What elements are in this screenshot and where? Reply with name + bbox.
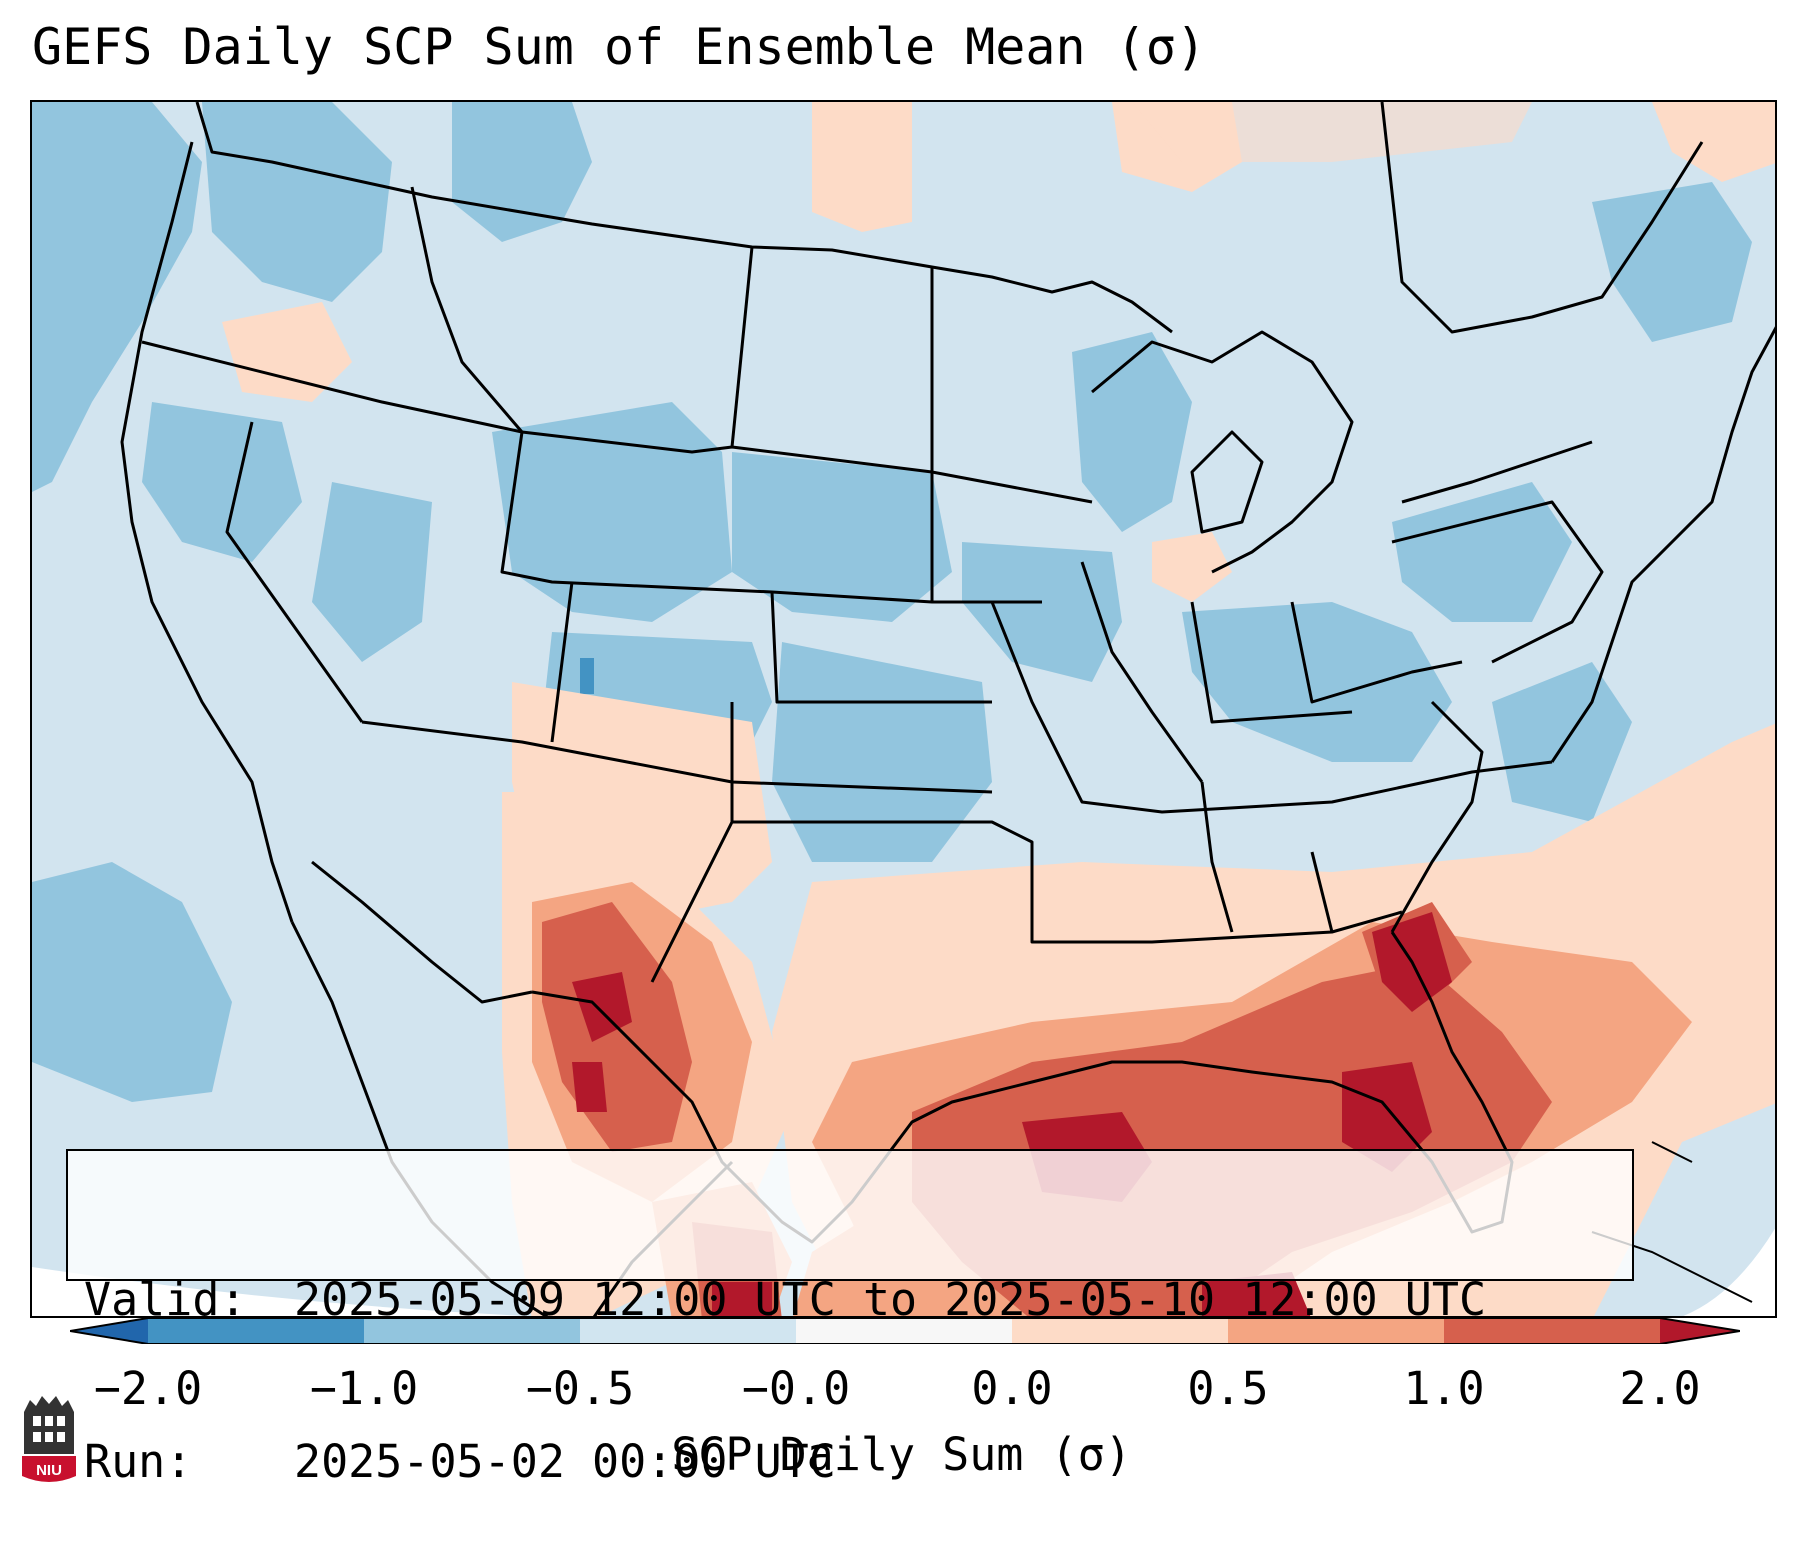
map-panel xyxy=(30,100,1777,1318)
colorbar-bin-05-1 xyxy=(1228,1318,1444,1344)
run-row: Run: 2025-05-02 00:00 UTC xyxy=(84,1435,1616,1489)
colorbar-bin-m05-m0 xyxy=(580,1318,796,1344)
valid-run-infobox: Valid: 2025-05-09 12:00 UTC to 2025-05-10… xyxy=(66,1149,1634,1488)
niu-logo: NIU xyxy=(22,1396,76,1482)
colorbar-tick-label: 2.0 xyxy=(1619,1362,1701,1415)
colorbar-tick-label: −2.0 xyxy=(93,1362,203,1415)
projection-edge-right xyxy=(1683,1228,1775,1316)
colorbar-bin-zero xyxy=(796,1318,1012,1344)
colorbar-tick-label: 0.5 xyxy=(1187,1362,1269,1415)
colorbar-bin-0-05 xyxy=(1012,1318,1228,1344)
colorbar-bin-m2-m1 xyxy=(148,1318,364,1344)
colorbar-bin-m1-m05 xyxy=(364,1318,580,1344)
colorbar-tick-label: 1.0 xyxy=(1403,1362,1485,1415)
projection-edge-left xyxy=(32,1267,526,1316)
run-value: 2025-05-02 00:00 UTC xyxy=(294,1435,836,1488)
chart-title: GEFS Daily SCP Sum of Ensemble Mean (σ) xyxy=(32,18,1206,76)
colorbar-over-arrow xyxy=(1660,1318,1740,1344)
colorbar-under-arrow xyxy=(70,1318,148,1344)
colorbar-tick-label: −0.5 xyxy=(525,1362,635,1415)
colorbar-tick-label: 0.0 xyxy=(971,1362,1053,1415)
colorbar-bin-1-2 xyxy=(1444,1318,1660,1344)
tower-windows xyxy=(33,1416,65,1442)
colorbar-tick-label: −0.0 xyxy=(741,1362,851,1415)
logo-text: NIU xyxy=(36,1462,62,1479)
colorbar-tick-label: −1.0 xyxy=(309,1362,419,1415)
shield-icon xyxy=(22,1456,76,1482)
colorbar xyxy=(70,1318,1740,1344)
run-label: Run: xyxy=(84,1435,193,1488)
map-svg xyxy=(32,102,1775,1316)
colorbar-label: SCP Daily Sum (σ) xyxy=(671,1428,1132,1481)
field-strong-negative xyxy=(580,658,594,694)
